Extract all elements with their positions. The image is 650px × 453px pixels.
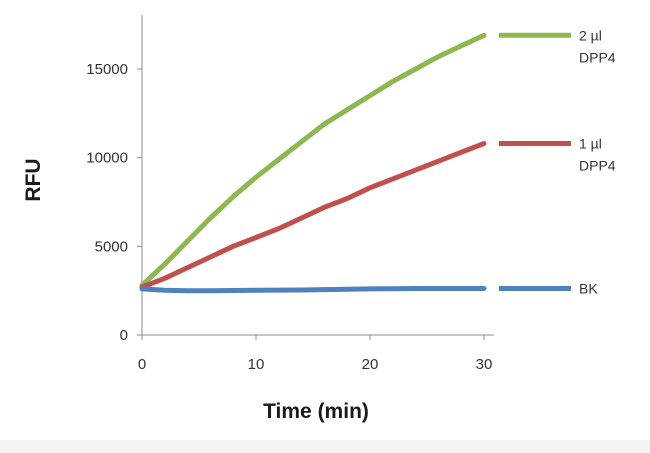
- legend-label-1-0: 1 µl: [579, 135, 602, 151]
- x-axis-title: Time (min): [263, 400, 369, 423]
- series-line-0: [139, 32, 487, 288]
- y-axis-title: RFU: [22, 158, 45, 201]
- bottom-band: [0, 440, 650, 453]
- y-tick-label-5000: 5000: [95, 238, 128, 255]
- legend-label-0-0: 2 µl: [579, 27, 602, 43]
- x-tick-label-30: 30: [476, 356, 493, 373]
- x-tick-label-10: 10: [248, 356, 265, 373]
- legend-label-0-1: DPP4: [579, 49, 616, 65]
- y-tick-label-15000: 15000: [86, 61, 128, 78]
- x-tick-label-0: 0: [138, 356, 146, 373]
- x-tick-label-20: 20: [362, 356, 379, 373]
- y-tick-label-10000: 10000: [86, 150, 128, 167]
- legend-label-1-1: DPP4: [579, 157, 616, 173]
- series-line-2: [139, 286, 487, 294]
- y-tick-label-0: 0: [120, 327, 128, 344]
- series-line-1: [139, 141, 487, 290]
- legend-label-2-0: BK: [579, 281, 598, 297]
- line-chart: 0 5000 10000 15000 0 10 20 30 Time (min) RFU 2 µl D…: [22, 15, 616, 423]
